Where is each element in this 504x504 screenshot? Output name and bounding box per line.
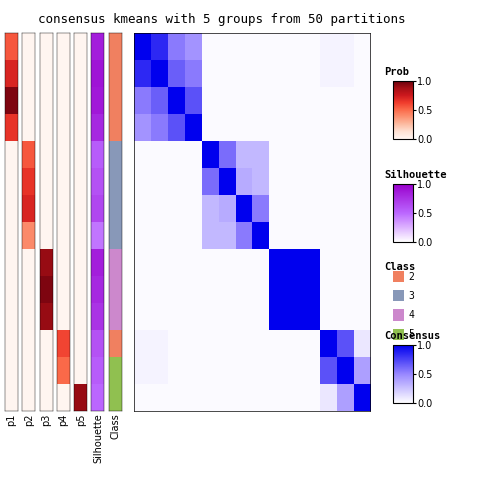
- Text: Prob: Prob: [385, 67, 410, 77]
- X-axis label: p4: p4: [58, 414, 69, 426]
- Text: 5: 5: [408, 329, 414, 339]
- X-axis label: Silhouette: Silhouette: [93, 414, 103, 463]
- Text: 4: 4: [408, 310, 414, 320]
- X-axis label: p1: p1: [7, 414, 17, 426]
- X-axis label: p2: p2: [24, 414, 34, 426]
- Text: Class: Class: [385, 262, 416, 272]
- X-axis label: p5: p5: [76, 414, 86, 426]
- Text: 2: 2: [408, 272, 414, 282]
- Text: Consensus: Consensus: [385, 331, 441, 341]
- Text: Silhouette: Silhouette: [385, 170, 447, 180]
- X-axis label: Class: Class: [110, 414, 120, 439]
- Text: consensus kmeans with 5 groups from 50 partitions: consensus kmeans with 5 groups from 50 p…: [38, 13, 406, 26]
- Text: 3: 3: [408, 291, 414, 301]
- X-axis label: p3: p3: [41, 414, 51, 426]
